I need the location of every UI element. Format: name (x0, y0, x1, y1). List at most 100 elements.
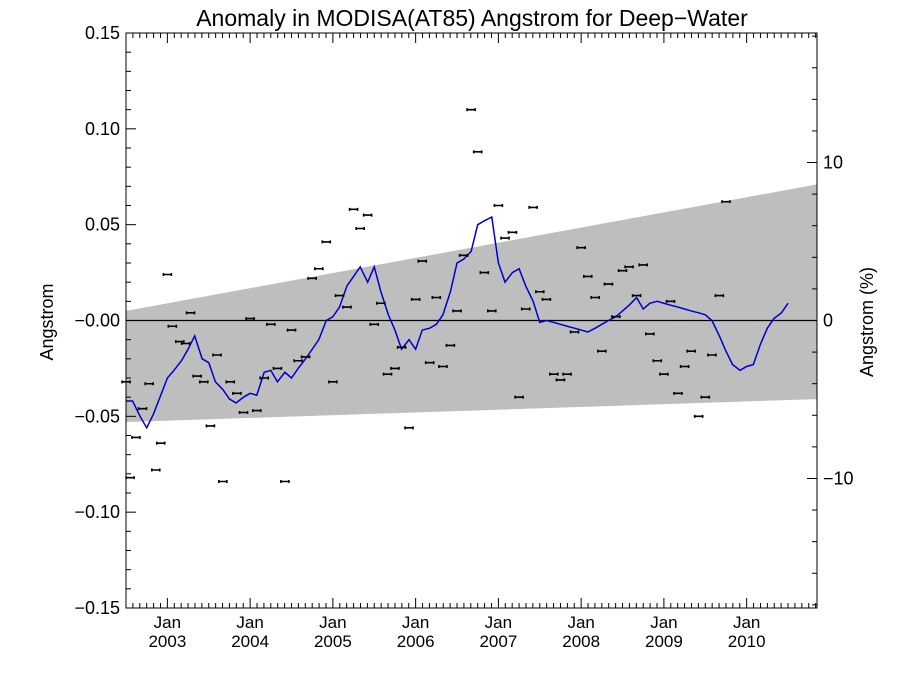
data-point (225, 380, 236, 384)
data-point (707, 353, 717, 357)
data-point (431, 296, 442, 299)
y2-axis-label: Angstrom (%) (857, 267, 877, 377)
x-tick-year-label: 2003 (148, 632, 186, 651)
data-point (307, 276, 317, 280)
data-point (131, 435, 141, 439)
x-tick-year-label: 2006 (397, 632, 435, 651)
data-point (286, 328, 297, 332)
confidence-band (126, 184, 817, 423)
data-point (259, 376, 269, 380)
data-point (631, 294, 642, 298)
x-tick-month-label: Jan (567, 613, 594, 632)
data-point (266, 322, 276, 326)
data-point (238, 411, 249, 414)
data-point (382, 372, 393, 376)
x-tick-month-label: Jan (650, 613, 677, 632)
x-tick-year-label: 2007 (479, 632, 517, 651)
y-tick-label: −0.05 (74, 406, 120, 426)
y2-tick-label: 10 (823, 153, 843, 173)
data-point (659, 372, 669, 376)
y-tick-label: 0.15 (85, 23, 120, 43)
x-tick-month-label: Jan (236, 613, 263, 632)
data-point (438, 365, 448, 368)
data-point (205, 424, 216, 428)
data-point (624, 265, 634, 269)
data-point (534, 290, 545, 294)
data-point (486, 309, 497, 313)
data-point (576, 246, 586, 250)
data-point (549, 372, 559, 376)
data-point (334, 294, 345, 298)
data-point (396, 345, 407, 349)
data-point (293, 359, 303, 363)
y-tick-label: −0.00 (74, 311, 120, 331)
series-line (126, 215, 789, 430)
data-point (125, 476, 135, 480)
x-tick-year-label: 2010 (728, 632, 766, 651)
y-tick-label: −0.10 (74, 502, 120, 522)
data-point (162, 273, 173, 276)
x-tick-month-label: Jan (733, 613, 760, 632)
data-point (232, 391, 242, 395)
y-tick-label: 0.05 (85, 215, 120, 235)
data-point (472, 150, 483, 154)
data-point (714, 294, 725, 298)
data-point (562, 372, 572, 376)
x-tick-year-label: 2004 (231, 632, 269, 651)
data-point (514, 395, 524, 399)
data-point (520, 307, 531, 311)
data-point (721, 200, 731, 204)
data-point (590, 296, 601, 299)
data-point (251, 409, 262, 413)
x-tick-month-label: Jan (319, 613, 346, 632)
plot-area: −0.15 −0.10 −0.05 −0.00 0.05 0.10 0.15 −10 0 10 Ja… (74, 23, 853, 651)
data-point (390, 366, 400, 370)
data-point (272, 366, 283, 370)
data-point (424, 361, 435, 365)
data-point (417, 259, 428, 263)
data-point (328, 380, 338, 384)
data-point (541, 297, 552, 301)
data-point (192, 374, 202, 378)
data-point (410, 297, 421, 301)
data-point (198, 380, 209, 384)
data-point (167, 324, 178, 328)
data-point (493, 204, 504, 207)
data-point (528, 205, 538, 209)
data-point (479, 271, 490, 275)
data-point (686, 349, 697, 353)
x-tick-year-label: 2009 (645, 632, 683, 651)
data-point (500, 236, 510, 240)
x-tick-year-label: 2008 (562, 632, 600, 651)
chart-title: Anomaly in MODISA(AT85) Angstrom for Dee… (196, 5, 748, 31)
data-point (582, 274, 593, 278)
data-point (180, 342, 191, 345)
y-tick-label: −0.15 (74, 598, 120, 618)
data-point (665, 299, 676, 303)
data-point (174, 340, 185, 344)
y-tick-label: 0.10 (85, 119, 120, 139)
data-point (218, 480, 228, 483)
data-point (314, 267, 324, 271)
data-point (155, 441, 166, 445)
data-point (321, 240, 332, 244)
data-point (342, 305, 352, 309)
y2-tick-label: −10 (823, 468, 854, 488)
data-point (638, 263, 649, 267)
x-tick-month-label: Jan (402, 613, 429, 632)
data-point (212, 353, 222, 357)
data-point (355, 227, 365, 230)
data-point (280, 480, 290, 483)
data-point (137, 407, 148, 411)
data-point (617, 269, 628, 273)
y2-tick-label: 0 (823, 311, 833, 331)
x-tick-month-label: Jan (485, 613, 512, 632)
data-point (603, 282, 614, 286)
y-axis-label: Angstrom (37, 283, 57, 360)
data-point (348, 207, 359, 211)
data-point (404, 426, 414, 430)
data-point (144, 382, 154, 386)
data-point (245, 317, 255, 321)
data-point (507, 230, 518, 234)
